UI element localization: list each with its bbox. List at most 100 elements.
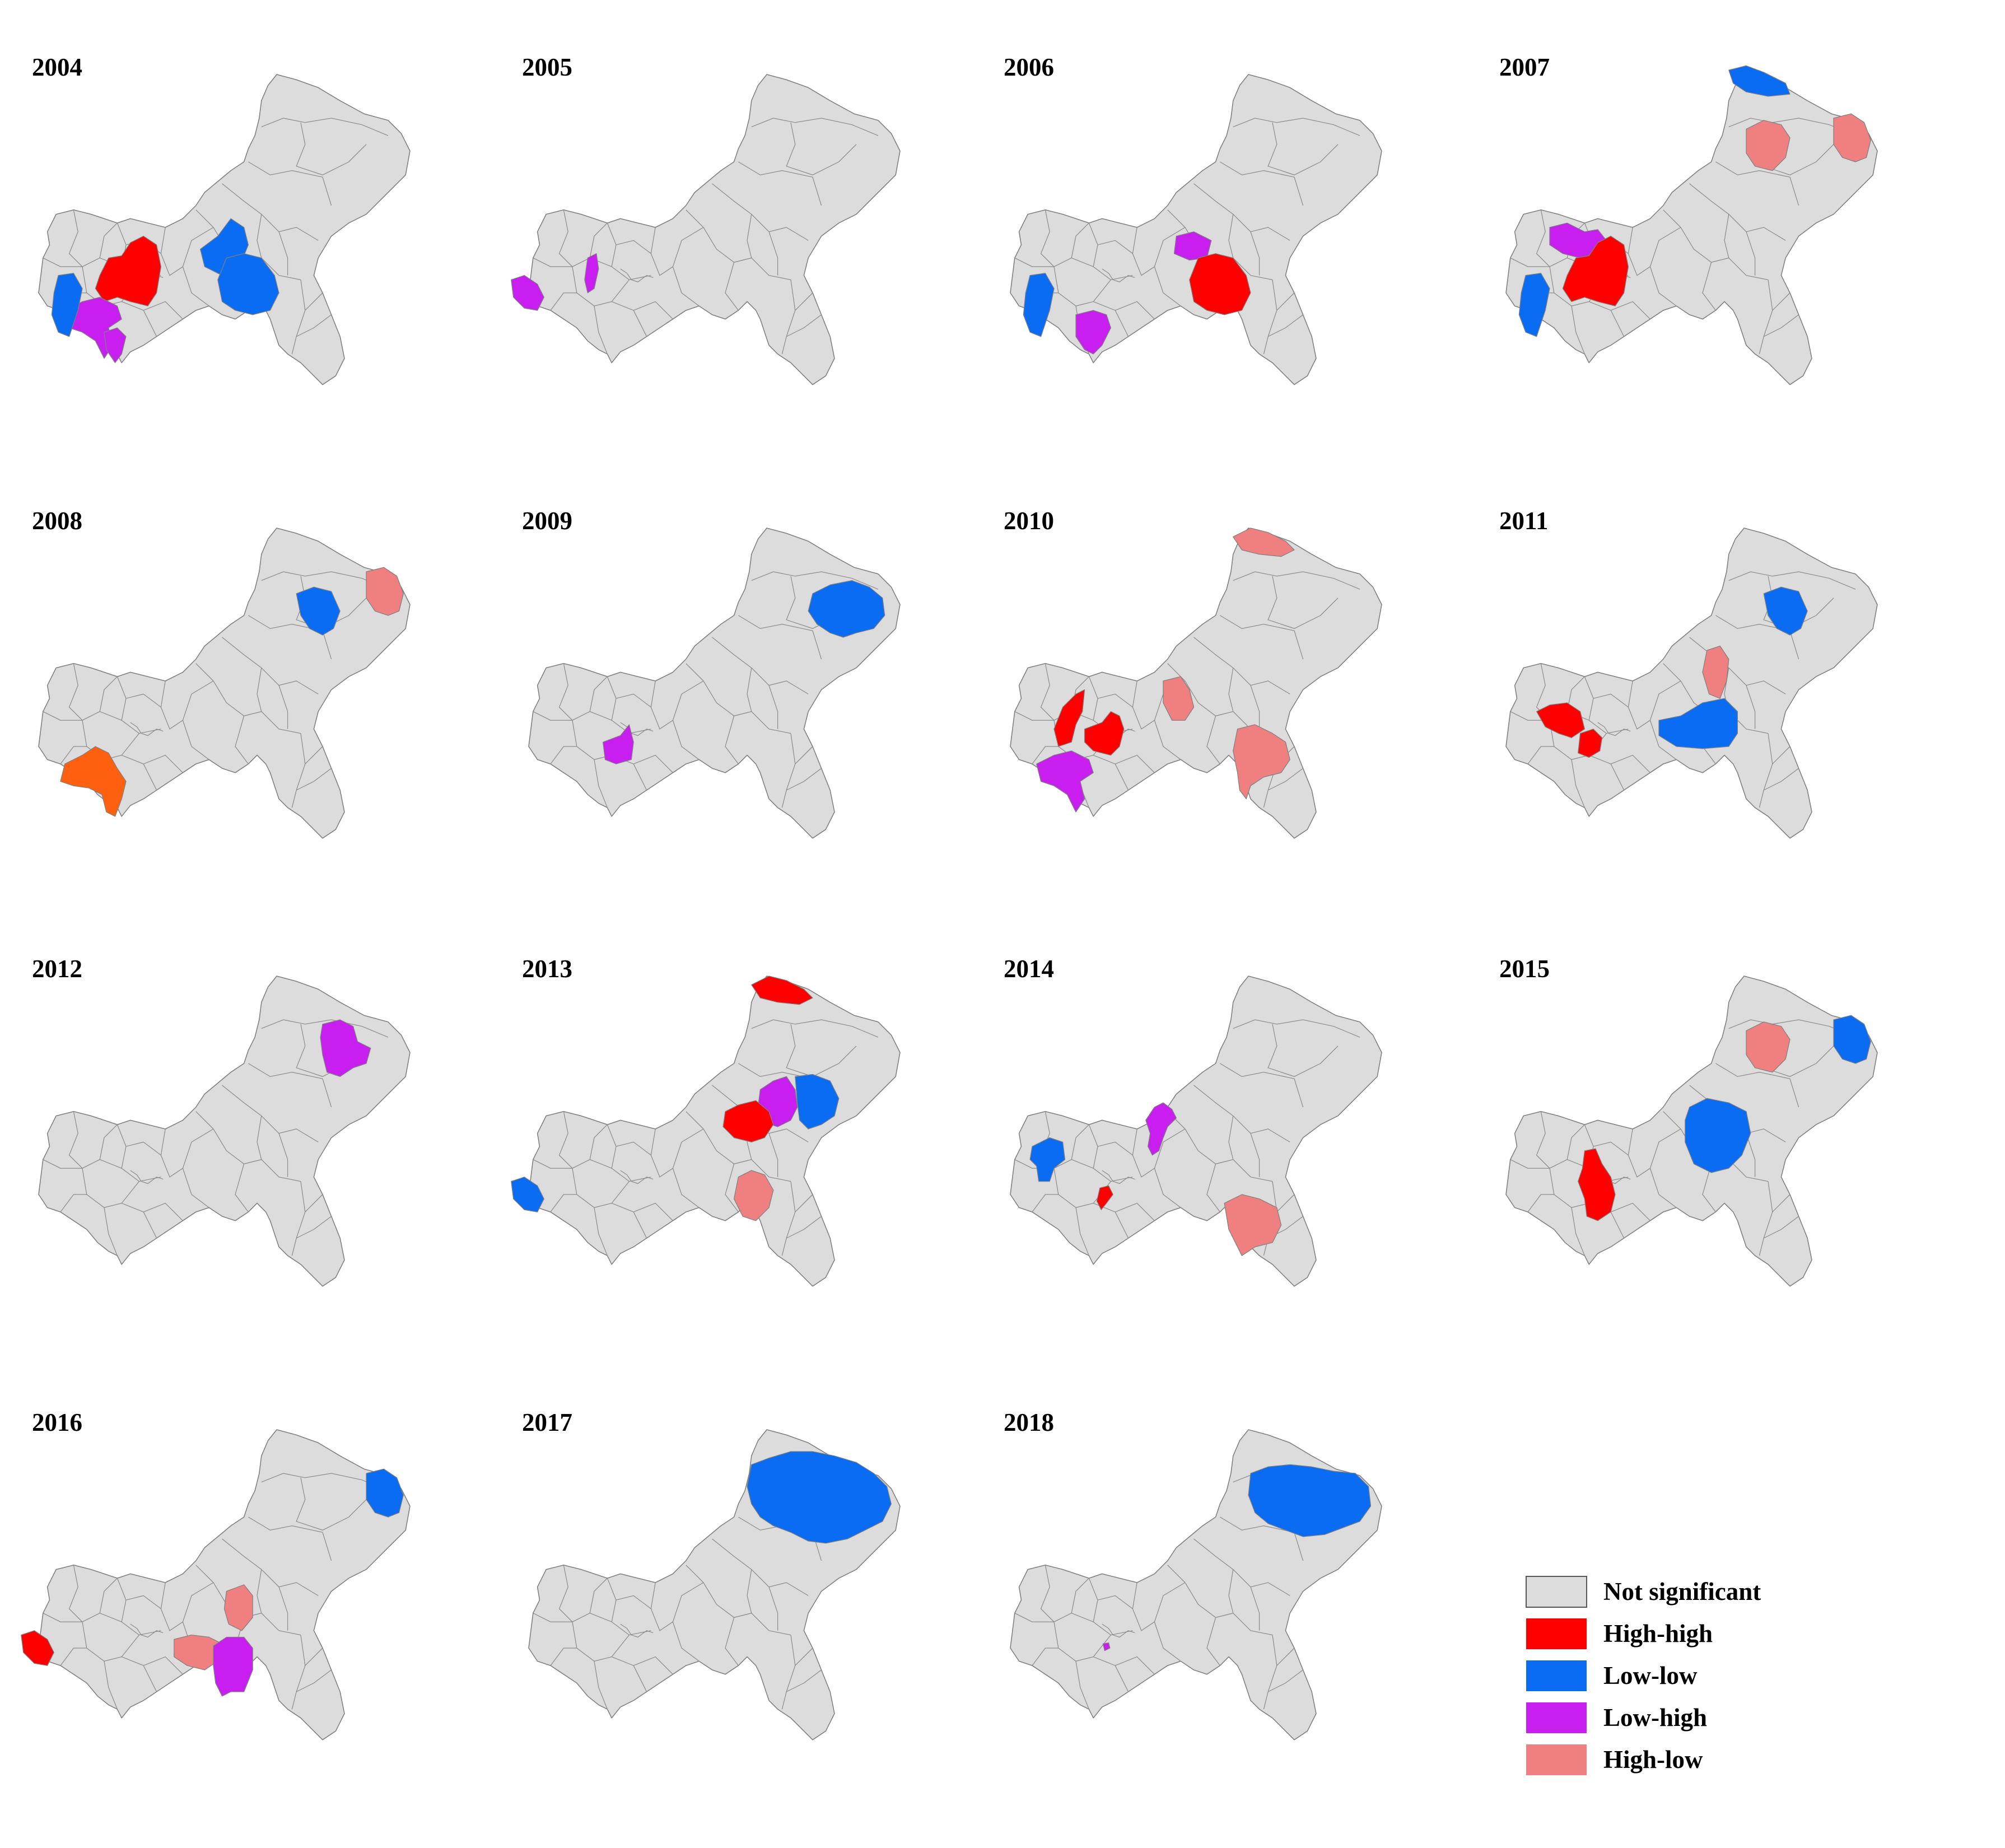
cluster-low-low bbox=[747, 1451, 892, 1544]
year-label: 2005 bbox=[522, 53, 572, 81]
chongqing-map bbox=[1010, 528, 1382, 839]
district-boundaries bbox=[528, 976, 901, 1287]
map-panel-2018: 2018 bbox=[1004, 1408, 1382, 1740]
cluster-low-low bbox=[1658, 698, 1738, 749]
cluster-low-high bbox=[1075, 310, 1112, 354]
map-panel-2013: 2013 bbox=[511, 955, 901, 1287]
year-label: 2015 bbox=[1499, 955, 1550, 983]
year-label: 2008 bbox=[32, 507, 82, 535]
cluster-low-low bbox=[795, 1074, 840, 1130]
chongqing-map bbox=[1010, 976, 1382, 1287]
legend-label: High-high bbox=[1603, 1620, 1713, 1648]
district-boundaries bbox=[528, 528, 901, 839]
year-label: 2016 bbox=[32, 1408, 82, 1436]
cluster-high-low bbox=[366, 567, 404, 616]
cluster-high-low bbox=[1746, 120, 1790, 171]
legend-swatch bbox=[1526, 1618, 1587, 1649]
cluster-high-low bbox=[1233, 724, 1290, 800]
cluster-high-low bbox=[223, 1584, 253, 1631]
cluster-high-low bbox=[733, 1170, 774, 1221]
year-label: 2012 bbox=[32, 955, 82, 983]
chongqing-map bbox=[38, 74, 411, 385]
map-panel-2016: 2016 bbox=[21, 1408, 411, 1740]
legend-label: Low-high bbox=[1603, 1704, 1707, 1732]
cluster-high-high bbox=[1536, 702, 1603, 758]
cluster-low-low bbox=[1763, 586, 1808, 636]
map-panel-2012: 2012 bbox=[32, 955, 411, 1287]
cluster-high-low bbox=[1702, 645, 1729, 699]
chongqing-map bbox=[1505, 65, 1878, 385]
cluster-low-low bbox=[51, 273, 83, 337]
chongqing-map bbox=[511, 976, 901, 1287]
cluster-high-high bbox=[1562, 235, 1629, 307]
year-label: 2011 bbox=[1499, 507, 1549, 535]
year-label: 2017 bbox=[522, 1408, 572, 1436]
legend-swatch bbox=[1526, 1702, 1587, 1733]
district-boundaries bbox=[1505, 528, 1878, 839]
cluster-high-high bbox=[1096, 1185, 1113, 1210]
legend-label: High-low bbox=[1603, 1746, 1703, 1774]
cluster-low-low bbox=[217, 253, 279, 315]
cluster-low-high bbox=[1036, 750, 1094, 813]
chongqing-map bbox=[38, 528, 411, 839]
cluster-low-high bbox=[1145, 1102, 1177, 1156]
map-panel-2015: 2015 bbox=[1499, 955, 1878, 1287]
chongqing-map bbox=[511, 74, 901, 385]
chongqing-map bbox=[1505, 528, 1878, 839]
cluster-low-low bbox=[1023, 273, 1055, 337]
year-label: 2004 bbox=[32, 53, 82, 81]
cluster-low-low bbox=[1685, 1098, 1751, 1173]
cluster-high-low bbox=[1224, 1194, 1282, 1256]
map-panel-2004: 2004 bbox=[32, 53, 411, 385]
year-label: 2014 bbox=[1004, 955, 1054, 983]
legend-swatch bbox=[1526, 1744, 1587, 1775]
cluster-high-low bbox=[1233, 528, 1295, 557]
cluster-high-high bbox=[1053, 689, 1125, 756]
map-panel-2011: 2011 bbox=[1499, 507, 1878, 839]
district-boundaries bbox=[38, 528, 411, 839]
district-boundaries bbox=[528, 74, 901, 385]
cluster-low-low bbox=[1029, 1137, 1066, 1182]
cluster-low-high bbox=[511, 275, 544, 311]
cluster-high-low bbox=[1746, 1021, 1790, 1073]
district-boundaries bbox=[38, 976, 411, 1287]
cluster-low-low bbox=[808, 580, 885, 638]
chongqing-map bbox=[38, 976, 411, 1287]
cluster-low-high bbox=[104, 327, 127, 363]
cluster-high-low bbox=[1163, 676, 1195, 721]
cluster-low-high bbox=[602, 724, 634, 764]
cluster-low-high bbox=[1102, 1642, 1111, 1651]
cluster-low-low bbox=[1728, 65, 1790, 97]
legend-item-high-low: High-low bbox=[1526, 1744, 1703, 1775]
map-panel-2014: 2014 bbox=[1004, 955, 1382, 1287]
map-panel-2017: 2017 bbox=[522, 1408, 901, 1740]
cluster-high-high bbox=[21, 1630, 54, 1666]
cluster-low-low bbox=[366, 1468, 404, 1518]
chongqing-map bbox=[528, 528, 901, 839]
chongqing-map bbox=[1010, 74, 1382, 385]
map-panel-2008: 2008 bbox=[32, 507, 411, 839]
legend-swatch bbox=[1526, 1576, 1587, 1608]
cluster-orange bbox=[60, 746, 127, 817]
district-boundaries bbox=[1010, 976, 1382, 1287]
cluster-low-high bbox=[584, 253, 599, 293]
legend-swatch bbox=[1526, 1660, 1587, 1691]
cluster-low-low bbox=[296, 586, 341, 636]
legend-label: Not significant bbox=[1603, 1578, 1761, 1606]
legend-item-not-significant: Not significant bbox=[1526, 1576, 1761, 1608]
cluster-low-low bbox=[1518, 273, 1550, 337]
year-label: 2007 bbox=[1499, 53, 1550, 81]
cluster-low-low bbox=[1833, 1015, 1871, 1064]
map-panel-2010: 2010 bbox=[1004, 507, 1382, 839]
legend-item-low-low: Low-low bbox=[1526, 1660, 1698, 1691]
year-label: 2018 bbox=[1004, 1408, 1054, 1436]
cluster-high-low bbox=[1833, 113, 1871, 162]
cluster-low-high bbox=[213, 1636, 253, 1697]
chongqing-map bbox=[21, 1429, 411, 1740]
year-label: 2009 bbox=[522, 507, 572, 535]
cluster-low-low bbox=[511, 1177, 544, 1212]
cluster-high-high bbox=[1578, 1148, 1616, 1221]
map-panel-2006: 2006 bbox=[1004, 53, 1382, 385]
year-label: 2010 bbox=[1004, 507, 1054, 535]
